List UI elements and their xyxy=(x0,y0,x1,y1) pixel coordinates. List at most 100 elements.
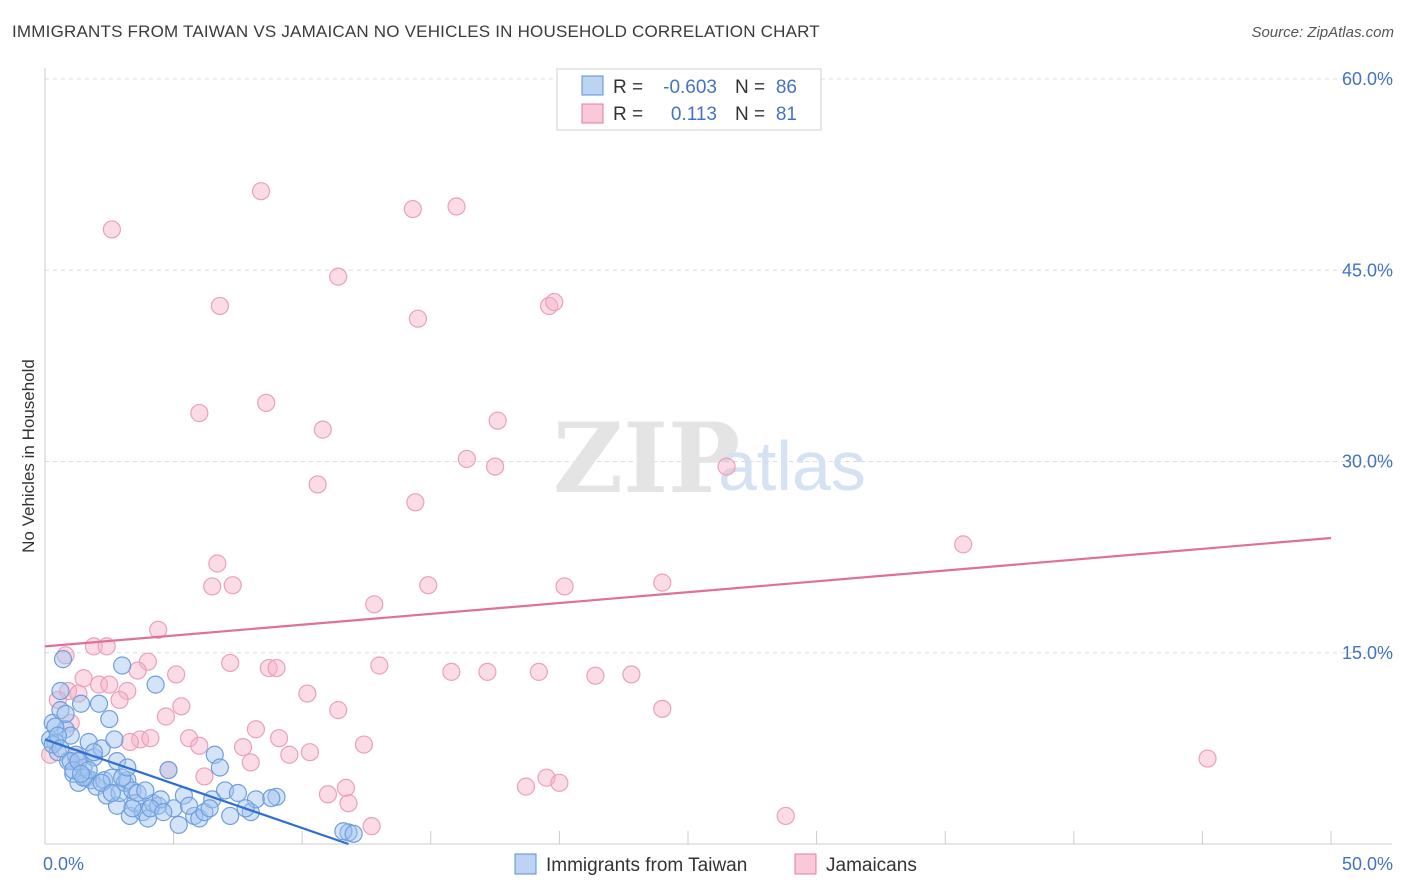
legend-r-label: R = xyxy=(613,77,643,98)
x-tick-label: 50.0% xyxy=(1342,854,1393,874)
jamaicans-point xyxy=(442,662,461,681)
jamaicans-point xyxy=(339,794,358,813)
taiwan-point xyxy=(246,790,266,809)
watermark: ZIP atlas xyxy=(553,402,866,515)
jamaicans-point xyxy=(354,735,374,754)
jamaicans-point xyxy=(406,493,425,512)
taiwan-point xyxy=(51,681,70,701)
legend-swatch-jamaicans xyxy=(581,103,604,124)
jamaicans-point xyxy=(550,773,569,792)
taiwan-point xyxy=(113,768,132,787)
y-tick-label: 60.0% xyxy=(1342,69,1393,89)
taiwan-point xyxy=(262,788,281,808)
legend-label-taiwan: Immigrants from Taiwan xyxy=(546,855,747,876)
taiwan-point xyxy=(89,694,109,713)
taiwan-point xyxy=(71,694,91,713)
jamaicans-point xyxy=(457,449,476,469)
trend-lines xyxy=(44,536,1332,846)
jamaicans-point xyxy=(586,666,605,685)
jamaicans-point xyxy=(300,743,320,762)
jamaicans-point xyxy=(622,665,641,684)
jamaicans-point xyxy=(100,675,119,694)
jamaicans-point xyxy=(110,690,129,710)
taiwan-point xyxy=(169,815,188,834)
jamaicans-point xyxy=(313,420,332,439)
legend-n-label: N = xyxy=(735,77,765,98)
chart-source: Source: ZipAtlas.com xyxy=(1251,24,1394,41)
jamaicans-point xyxy=(179,729,199,748)
jamaicans-point xyxy=(529,662,548,681)
legend-r-value: 0.113 xyxy=(671,104,717,125)
watermark-zip: ZIP xyxy=(553,402,740,515)
taiwan-point xyxy=(179,796,199,815)
jamaicans-point xyxy=(233,737,253,757)
jamaicans-point xyxy=(167,665,186,684)
jamaicans-point xyxy=(128,661,147,680)
taiwan-point xyxy=(344,824,363,843)
y-tick-labels: 15.0% 30.0% 45.0% 60.0% xyxy=(1342,69,1393,663)
jamaicans-point xyxy=(486,457,505,476)
jamaicans-point xyxy=(717,457,736,476)
jamaicans-point xyxy=(308,475,327,494)
jamaicans-point xyxy=(74,669,93,688)
jamaicans-point xyxy=(488,411,507,430)
taiwan-point xyxy=(113,656,132,675)
legend-swatch-taiwan xyxy=(514,853,537,875)
jamaicans-point xyxy=(89,675,109,694)
taiwan-point xyxy=(118,771,137,790)
jamaicans-point xyxy=(259,658,278,678)
taiwan-point xyxy=(100,709,119,729)
jamaicans-point xyxy=(251,182,271,201)
taiwan-point xyxy=(56,704,75,724)
jamaicans-point xyxy=(516,777,536,796)
series-legend: Immigrants from Taiwan Jamaicans xyxy=(514,853,917,876)
taiwan-point xyxy=(105,730,124,749)
jamaicans-point xyxy=(555,577,574,596)
y-tick-label: 15.0% xyxy=(1342,643,1393,663)
jamaicans-point xyxy=(329,701,348,720)
jamaicans-point xyxy=(329,267,348,286)
jamaicans-point xyxy=(1198,749,1217,768)
taiwan-point xyxy=(115,773,134,792)
legend-label-jamaicans: Jamaicans xyxy=(826,855,917,876)
legend-r-value: -0.603 xyxy=(663,77,717,98)
jamaicans-point xyxy=(257,393,276,412)
taiwan-point xyxy=(221,806,240,826)
taiwan-point xyxy=(146,675,165,694)
y-tick-label: 30.0% xyxy=(1342,452,1393,472)
taiwan-point xyxy=(154,803,173,822)
jamaicans-point xyxy=(298,684,317,703)
taiwan-point xyxy=(123,799,142,818)
jamaicans-point xyxy=(447,197,466,216)
legend-n-value: 86 xyxy=(776,77,797,98)
taiwan-point xyxy=(159,760,178,780)
axes-layer xyxy=(44,68,1392,845)
jamaicans-point xyxy=(141,729,160,748)
jamaicans-point xyxy=(776,806,795,826)
watermark-atlas: atlas xyxy=(718,427,866,505)
jamaicans-point xyxy=(223,576,242,595)
y-axis-label: No Vehicles in Household xyxy=(19,359,38,553)
taiwan-point xyxy=(164,799,183,818)
legend-n-label: N = xyxy=(735,104,765,125)
jamaicans-point xyxy=(280,745,299,764)
jamaicans-point xyxy=(370,656,389,675)
jamaicans-point xyxy=(653,699,672,718)
jamaicans-point xyxy=(120,732,139,752)
jamaicans-point xyxy=(419,576,438,595)
jamaicans-point xyxy=(208,554,227,573)
taiwan-point xyxy=(228,783,247,803)
taiwan-point xyxy=(102,783,121,803)
taiwan-points xyxy=(41,650,363,843)
jamaicans-point xyxy=(241,753,260,772)
taiwan-point xyxy=(210,758,229,777)
jamaicans-point xyxy=(156,707,175,726)
taiwan-trend-line xyxy=(44,738,349,846)
jamaicans-point xyxy=(545,293,564,312)
jamaicans-point xyxy=(102,220,121,239)
correlation-legend: R = -0.603 N = 86 R = 0.113 N = 81 xyxy=(556,68,822,131)
x-tick-label: 0.0% xyxy=(43,854,84,874)
jamaicans-point xyxy=(403,199,422,219)
grid-layer xyxy=(45,78,1392,654)
